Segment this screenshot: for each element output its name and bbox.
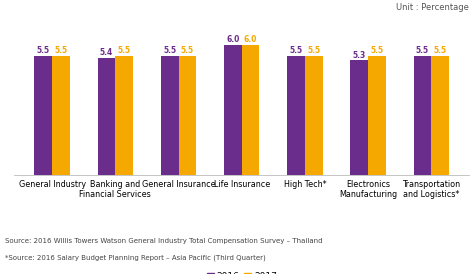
Text: 5.5: 5.5 <box>434 46 447 55</box>
Bar <box>115 56 133 175</box>
Text: Unit : Percentage: Unit : Percentage <box>396 3 469 12</box>
Bar <box>35 56 52 175</box>
Bar <box>414 56 431 175</box>
Text: 5.5: 5.5 <box>307 46 320 55</box>
Text: 6.0: 6.0 <box>244 35 257 44</box>
Text: 5.5: 5.5 <box>181 46 194 55</box>
Bar <box>224 45 242 175</box>
Bar <box>287 56 305 175</box>
Bar <box>368 56 386 175</box>
Text: Source: 2016 Willis Towers Watson General Industry Total Compensation Survey – T: Source: 2016 Willis Towers Watson Genera… <box>5 238 322 244</box>
Text: 5.5: 5.5 <box>416 46 429 55</box>
Bar <box>179 56 196 175</box>
Text: 5.5: 5.5 <box>36 46 50 55</box>
Text: *Source: 2016 Salary Budget Planning Report – Asia Pacific (Third Quarter): *Source: 2016 Salary Budget Planning Rep… <box>5 255 265 261</box>
Bar <box>98 58 115 175</box>
Bar <box>431 56 449 175</box>
Text: 5.5: 5.5 <box>55 46 68 55</box>
Bar <box>350 60 368 175</box>
Bar <box>52 56 70 175</box>
Bar <box>242 45 259 175</box>
Text: 5.3: 5.3 <box>353 50 366 59</box>
Text: 5.5: 5.5 <box>163 46 176 55</box>
Legend: 2016, 2017: 2016, 2017 <box>205 270 279 274</box>
Text: 5.4: 5.4 <box>100 48 113 57</box>
Bar <box>305 56 323 175</box>
Bar <box>161 56 179 175</box>
Text: 5.5: 5.5 <box>370 46 383 55</box>
Text: 6.0: 6.0 <box>226 35 239 44</box>
Text: 5.5: 5.5 <box>290 46 303 55</box>
Text: 5.5: 5.5 <box>118 46 131 55</box>
